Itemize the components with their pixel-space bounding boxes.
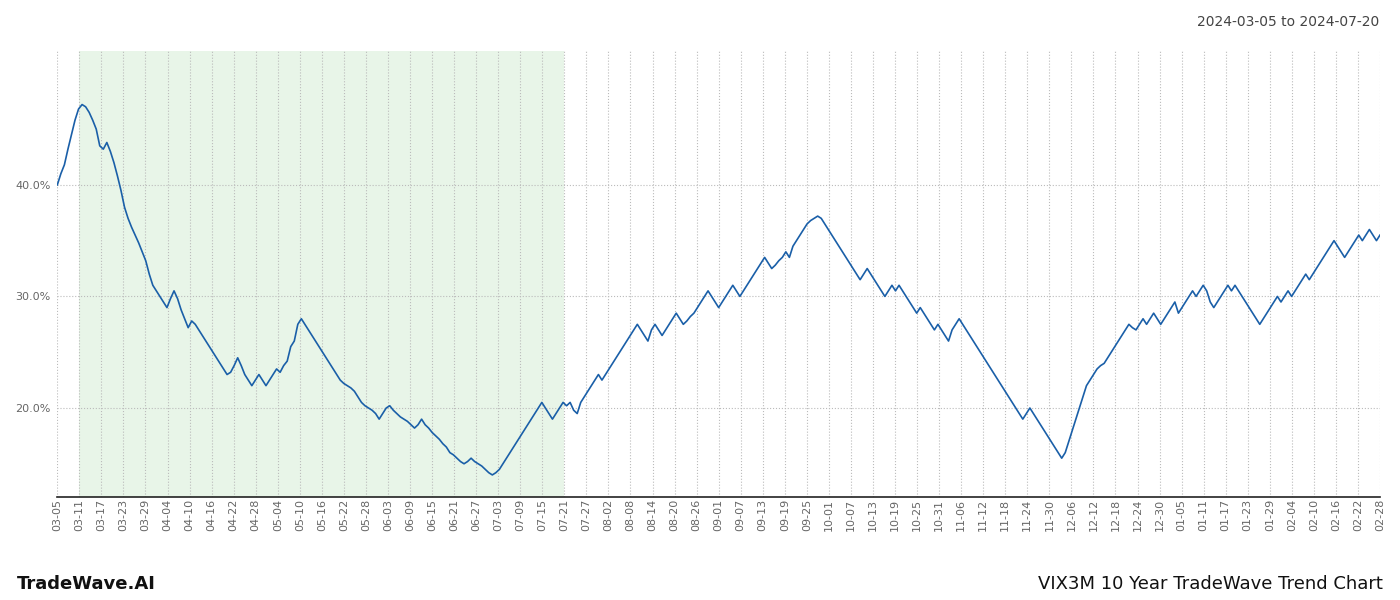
Text: VIX3M 10 Year TradeWave Trend Chart: VIX3M 10 Year TradeWave Trend Chart	[1039, 575, 1383, 593]
Text: 2024-03-05 to 2024-07-20: 2024-03-05 to 2024-07-20	[1197, 15, 1379, 29]
Bar	[80, 51, 564, 497]
Text: TradeWave.AI: TradeWave.AI	[17, 575, 155, 593]
